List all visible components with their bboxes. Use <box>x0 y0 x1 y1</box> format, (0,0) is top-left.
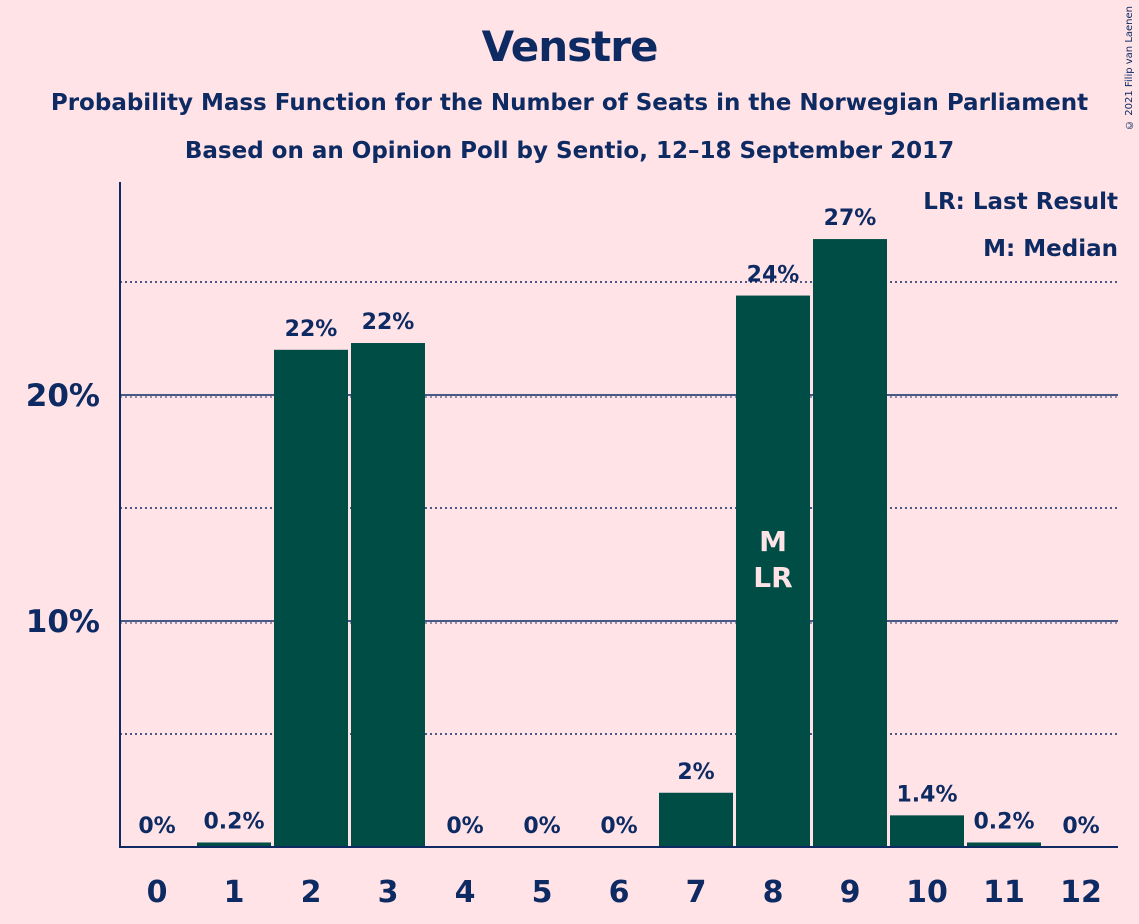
data-label-12: 0% <box>1062 814 1099 839</box>
x-tick-label: 5 <box>532 875 553 910</box>
bar-8 <box>736 295 810 847</box>
x-tick-label: 0 <box>147 875 168 910</box>
data-label-7: 2% <box>677 760 714 785</box>
data-label-8: 24% <box>747 263 800 288</box>
data-label-9: 27% <box>824 206 877 231</box>
gridlines: 10% 20% <box>26 281 1118 735</box>
x-tick-label: 11 <box>983 875 1025 910</box>
legend: LR: Last Result M: Median <box>923 189 1118 262</box>
bar-11 <box>967 842 1041 847</box>
marker-label: M <box>759 525 787 558</box>
data-label-3: 22% <box>362 310 415 335</box>
marker-label: LR <box>753 561 792 594</box>
data-label-5: 0% <box>523 814 560 839</box>
bar-3 <box>351 343 425 847</box>
chart-subtitle-poll: Based on an Opinion Poll by Sentio, 12–1… <box>184 138 955 164</box>
data-label-0: 0% <box>138 814 175 839</box>
y-tick-label: 10% <box>26 604 100 640</box>
data-labels: 0% 0 0.2% 1 22% 2 22% 3 0% 4 0% 5 0% 6 2% 7 24% 8 27% 9 1.4%… <box>138 206 1102 910</box>
x-tick-label: 7 <box>686 875 707 910</box>
x-tick-label: 12 <box>1060 875 1102 910</box>
x-tick-label: 4 <box>455 875 476 910</box>
bar-1 <box>197 842 271 847</box>
x-tick-label: 1 <box>224 875 245 910</box>
axes <box>119 182 1118 848</box>
x-tick-label: 8 <box>763 875 784 910</box>
chart-subtitle: Probability Mass Function for the Number… <box>50 90 1089 116</box>
x-tick-label: 10 <box>906 875 948 910</box>
data-label-1: 0.2% <box>203 809 264 834</box>
data-label-11: 0.2% <box>973 809 1034 834</box>
bar-9 <box>813 239 887 847</box>
chart-title: Venstre <box>481 22 659 71</box>
x-tick-label: 2 <box>301 875 322 910</box>
data-label-6: 0% <box>600 814 637 839</box>
bar-markers: MLR <box>753 525 792 594</box>
data-label-4: 0% <box>446 814 483 839</box>
bar-10 <box>890 815 964 847</box>
bar-2 <box>274 349 348 847</box>
x-tick-label: 6 <box>609 875 630 910</box>
y-tick-label: 20% <box>26 378 100 414</box>
x-tick-label: 3 <box>378 875 399 910</box>
legend-entry: LR: Last Result <box>923 189 1118 215</box>
data-label-10: 1.4% <box>896 782 957 807</box>
bars <box>197 239 1041 847</box>
legend-entry: M: Median <box>983 236 1118 262</box>
x-tick-label: 9 <box>840 875 861 910</box>
bar-7 <box>659 792 733 847</box>
data-label-2: 22% <box>285 317 338 342</box>
